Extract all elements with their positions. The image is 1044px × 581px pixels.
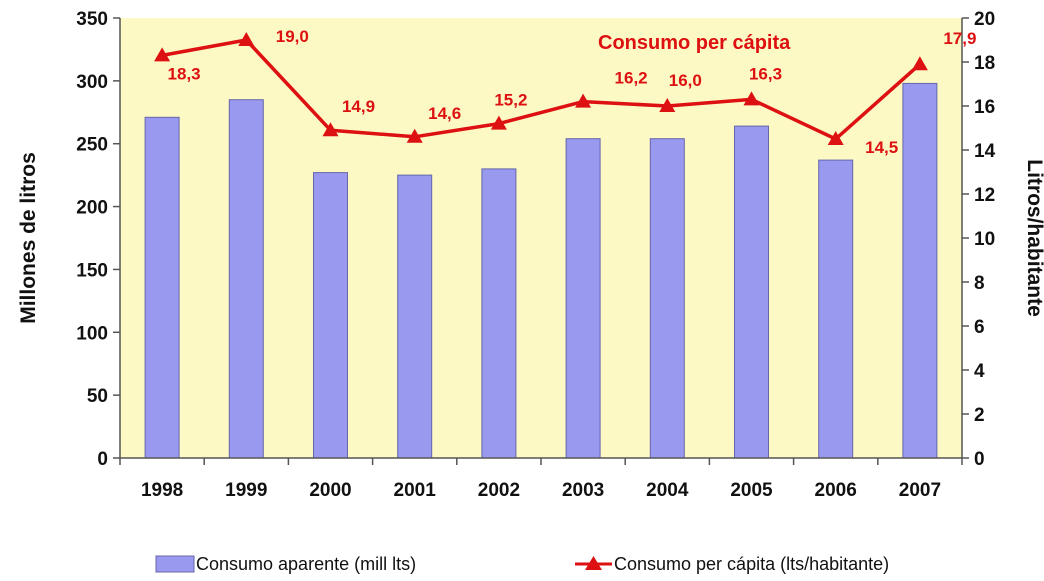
per-capita-marker-2005 <box>743 91 760 106</box>
bar-2001 <box>397 174 433 459</box>
bar-2000 <box>313 172 348 459</box>
x-tick-label-2003: 2003 <box>562 480 604 501</box>
bars-layer <box>144 82 938 459</box>
per-capita-marker-2006 <box>827 131 844 145</box>
y2-tick-label-20: 20 <box>974 9 995 30</box>
x-tick-label-1998: 1998 <box>141 480 183 501</box>
per-capita-label-2006: 14,5 <box>865 138 898 157</box>
y2-tick-label-0: 0 <box>974 449 985 470</box>
per-capita-line <box>161 38 922 141</box>
y-tick-label-200: 200 <box>76 198 108 219</box>
y2-tick-label-10: 10 <box>974 229 995 250</box>
y2-tick-label-18: 18 <box>974 53 995 74</box>
y-tick-label-0: 0 <box>97 449 108 470</box>
labels-layer: 18,3 19,0 14,9 14,6 15,2 16,2 16,0 16,3 14,5 17,9 <box>168 27 977 157</box>
y2-axis-title: Litros/habitante <box>1023 159 1044 317</box>
bar-2004 <box>649 138 685 459</box>
y2-tick-label-2: 2 <box>974 405 985 426</box>
bar-1999 <box>228 99 264 459</box>
per-capita-marker-2003 <box>575 93 592 108</box>
per-capita-marker-1999 <box>238 32 255 46</box>
line-layer <box>154 32 928 145</box>
per-capita-marker-1998 <box>154 47 171 62</box>
y2-tick-label-16: 16 <box>974 97 995 118</box>
y-tick-label-300: 300 <box>76 72 108 93</box>
bar-2002 <box>481 168 517 459</box>
per-capita-marker-2000 <box>322 122 339 137</box>
x-tick-label-2005: 2005 <box>730 480 773 501</box>
per-capita-marker-2001 <box>406 128 423 143</box>
legend: Consumo aparente (mill lts) Consumo per … <box>155 554 889 574</box>
x-tick-label-2004: 2004 <box>646 480 689 501</box>
per-capita-label-2005: 16,3 <box>749 64 782 83</box>
per-capita-label-2003: 16,2 <box>615 69 648 88</box>
y-tick-label-350: 350 <box>76 9 108 30</box>
legend-swatch-bars <box>155 555 195 573</box>
y-tick-label-150: 150 <box>76 260 108 281</box>
y2-tick-label-8: 8 <box>974 273 985 294</box>
y-axis-title: Millones de litros <box>17 152 40 324</box>
x-tick-label-2000: 2000 <box>309 480 351 501</box>
per-capita-label-2004: 16,0 <box>669 71 702 90</box>
y2-tick-label-4: 4 <box>974 361 985 382</box>
y-tick-label-250: 250 <box>76 135 108 156</box>
y2-tick-label-14: 14 <box>974 141 996 162</box>
legend-label-bars: Consumo aparente (mill lts) <box>196 554 416 574</box>
annotation-per-capita: Consumo per cápita <box>598 32 791 54</box>
x-tick-label-2002: 2002 <box>478 480 520 501</box>
per-capita-label-2002: 15,2 <box>494 91 527 110</box>
per-capita-marker-2002 <box>490 115 507 130</box>
x-tick-label-2001: 2001 <box>394 480 437 501</box>
bar-2003 <box>565 138 601 459</box>
per-capita-label-2001: 14,6 <box>428 104 461 123</box>
per-capita-label-2000: 14,9 <box>342 97 375 116</box>
y-tick-label-100: 100 <box>76 323 108 344</box>
bar-1998 <box>144 116 180 459</box>
legend-marker-triangle <box>585 556 602 570</box>
bar-2006 <box>818 159 854 459</box>
x-tick-label-1999: 1999 <box>225 480 267 501</box>
per-capita-label-1999: 19,0 <box>276 27 309 46</box>
y2-tick-label-6: 6 <box>974 317 985 338</box>
y2-tick-label-12: 12 <box>974 185 995 206</box>
bar-2007 <box>902 82 938 459</box>
per-capita-label-2007: 17,9 <box>943 29 976 48</box>
x-tick-label-2007: 2007 <box>899 480 941 501</box>
per-capita-marker-2004 <box>659 98 676 112</box>
bar-2005 <box>734 125 769 459</box>
axes-layer: 0 50 100 150 200 250 300 350 0 2 4 6 8 10 12 14 16 18 20 19… <box>76 9 995 501</box>
per-capita-label-1998: 18,3 <box>168 64 201 83</box>
x-tick-label-2006: 2006 <box>815 480 857 501</box>
per-capita-marker-2007 <box>911 56 928 71</box>
y-tick-label-50: 50 <box>87 386 108 407</box>
legend-label-line: Consumo per cápita (lts/habitante) <box>614 554 889 574</box>
